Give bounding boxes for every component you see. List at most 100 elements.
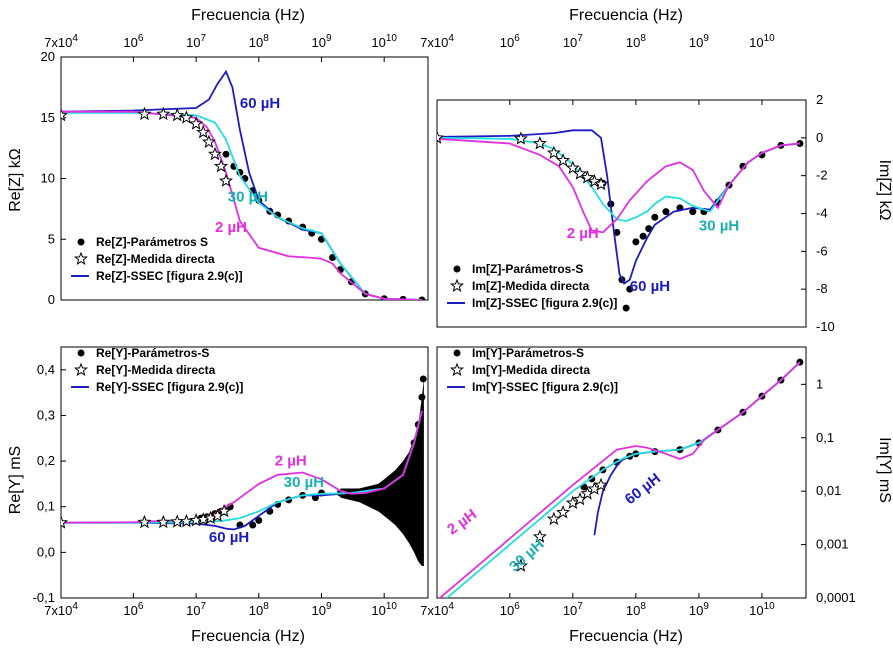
star-point [532, 529, 547, 543]
top-left-xlabel: Frecuencia (Hz) [191, 7, 305, 24]
series-annotation: 60 µH [622, 470, 664, 508]
x-tick-label: 108 [626, 33, 646, 50]
star-point [587, 173, 602, 188]
plot-frame [60, 346, 429, 599]
ylabels: Re[Z] kΩ Re[Y] mS Im[Z] kΩ Im[Y] mS [7, 148, 893, 514]
x-tick-label: 109 [689, 601, 709, 618]
star-point [556, 505, 571, 519]
data-point [391, 489, 399, 497]
legend-dot [77, 349, 85, 357]
star-point [201, 134, 216, 149]
plot-frame [436, 346, 807, 599]
data-point [626, 285, 634, 293]
star-point [137, 514, 152, 529]
y-tick-label: 0 [48, 292, 55, 307]
star-point [170, 107, 185, 122]
star-point [546, 511, 561, 526]
data-point [380, 494, 388, 502]
star-point [170, 514, 185, 528]
star-point [179, 110, 194, 124]
x-tick-label: 7x104 [420, 601, 454, 618]
x-tick-label: 7x104 [420, 33, 454, 50]
noise-band [340, 378, 424, 567]
y-tick-label: 0,0 [37, 544, 55, 559]
legend-label: Re[Z]-SSEC [figura 2.9(c)] [96, 269, 243, 283]
y-tick-label: 10 [41, 171, 55, 186]
star-point [573, 166, 587, 180]
star-point [214, 158, 229, 173]
data-point [249, 521, 257, 529]
series-annotation: 60 µH [630, 278, 670, 295]
plot-area [437, 129, 804, 312]
star-point [61, 107, 68, 122]
series-line [61, 112, 422, 300]
y-tick-label: -8 [816, 281, 828, 296]
data-point [222, 150, 230, 158]
y-tick-label: 15 [41, 110, 55, 125]
plot-area [61, 375, 427, 567]
series-annotation: 2 µH [567, 225, 599, 242]
panel-reY: 7x104 106 107 108 109 1010 -0,1 0,0 0,1 0,2 0,3 0,4… [33, 346, 429, 618]
star-point [179, 513, 194, 528]
bottom-xlabels: Frecuencia (Hz) Frecuencia (Hz) [191, 628, 683, 645]
legend-dot [77, 238, 85, 246]
series-annotation: 30 µH [228, 189, 268, 206]
legend-star [450, 278, 464, 293]
legend-dot [453, 349, 461, 357]
plot-area [61, 69, 426, 300]
series-annotation: 60 µH [209, 529, 249, 546]
y-tick-label: 0,1 [37, 499, 55, 514]
legend-label: Re[Y]-Parámetros-S [96, 346, 209, 360]
series-annotation: 30 µH [699, 218, 739, 235]
star-point [546, 145, 561, 159]
y-tick-label: 2 [816, 92, 823, 107]
series-line [437, 129, 800, 285]
panel-imZ: 7x104 106 107 108 109 1010 -10 -8 -6 -4 -2 0 2 2 µH 60… [420, 33, 835, 334]
series-annotation: 2 µH [215, 219, 247, 236]
y-tick-label: -2 [816, 168, 828, 183]
y-tick-label: 0,1 [816, 430, 834, 445]
data-point [255, 516, 263, 524]
y-tick-label: 0 [816, 130, 823, 145]
star-point [565, 160, 580, 175]
star-point [513, 131, 528, 145]
series-line [437, 136, 800, 223]
x-tick-label: 107 [186, 33, 206, 50]
bottom-left-xlabel: Frecuencia (Hz) [191, 628, 305, 645]
data-point [639, 232, 647, 240]
data-point [651, 213, 659, 221]
legend-label: Im[Y]-Medida directa [472, 363, 590, 377]
bottom-right-xlabel: Frecuencia (Hz) [569, 628, 683, 645]
y-tick-label: 0,0001 [816, 590, 856, 605]
legend: Im[Z]-Parámetros-S Im[Z]-Medida directa Im… [447, 262, 617, 310]
star-point [594, 176, 608, 191]
x-tick-label: 107 [563, 601, 583, 618]
star-point [208, 146, 223, 161]
y-tick-label: 0,2 [37, 453, 55, 468]
x-tick-label: 106 [123, 33, 143, 50]
series-annotation: 30 µH [284, 474, 324, 491]
data-point [689, 208, 697, 216]
rez-ylabel: Re[Z] kΩ [7, 148, 24, 212]
data-point [622, 304, 630, 312]
panel-imY: 7x104 106 107 108 109 1010 0,0001 0,001 0,01 0,1 1… [420, 346, 856, 618]
x-tick-label: 109 [311, 33, 331, 50]
top-right-xlabel: Frecuencia (Hz) [569, 7, 683, 24]
y-tick-label: 0,01 [816, 483, 841, 498]
legend-label: Re[Z]-Parámetros S [96, 235, 208, 249]
data-point [418, 393, 426, 401]
y-tick-label: -10 [816, 319, 835, 334]
data-point [419, 375, 427, 383]
x-tick-label: 108 [626, 601, 646, 618]
y-tick-label: -0,1 [33, 590, 55, 605]
x-tick-label: 107 [186, 601, 206, 618]
x-tick-label: 106 [500, 601, 520, 618]
imy-ylabel: Im[Y] mS [876, 437, 893, 503]
panel-reZ: 7x104 106 107 108 109 1010 0 5 10 15 20 60 µH 30 µH 2… [41, 33, 429, 307]
legend-star [450, 362, 464, 377]
legend-label: Re[Y]-Medida directa [96, 363, 216, 377]
legend-star [74, 362, 88, 377]
rey-ylabel: Re[Y] mS [7, 446, 24, 514]
legend: Im[Y]-Parámetros-S Im[Y]-Medida directa Im… [447, 346, 618, 394]
star-point [156, 514, 171, 529]
